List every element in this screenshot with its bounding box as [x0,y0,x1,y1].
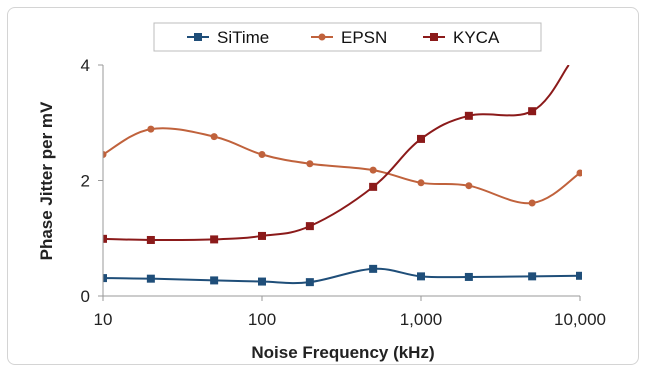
tick-layer: 10 100 1,000 10,000 0 2 4 [81,56,606,329]
data-point-sitime [528,272,537,281]
series-kyca [103,65,570,244]
data-point-kyca [369,182,378,191]
legend-label-epsn: EPSN [341,28,387,47]
series-line-kyca [103,65,570,242]
data-point-epsn [258,151,266,159]
data-point-kyca [305,222,314,231]
data-point-sitime [258,277,266,286]
y-tick-label: 4 [81,56,90,75]
data-point-kyca [464,111,473,120]
legend-label-kyca: KYCA [453,28,500,47]
series-line-sitime [103,267,581,285]
data-point-sitime [146,274,155,283]
y-axis-title: Phase Jitter per mV [37,101,56,260]
series-layer [103,65,582,287]
data-point-epsn [103,151,107,159]
data-point-sitime [417,272,425,281]
data-point-kyca [103,234,107,243]
legend-box [153,22,542,52]
legend-marker-kyca [430,33,438,41]
legend-marker-sitime [194,33,202,41]
data-point-sitime [576,271,582,280]
y-tick-label: 2 [81,172,90,191]
chart-frame [7,7,639,365]
series-sitime [103,264,582,287]
data-point-epsn [576,169,582,177]
data-point-sitime [305,278,314,287]
data-point-epsn [147,125,155,133]
series-line-epsn [103,127,581,205]
data-point-epsn [528,199,536,207]
data-point-epsn [369,166,377,174]
x-axis-title: Noise Frequency (kHz) [251,343,434,362]
data-point-epsn [210,133,218,141]
y-tick-label: 0 [81,287,90,306]
series-epsn [103,125,582,207]
data-point-kyca [258,231,266,240]
data-point-epsn [465,182,473,190]
x-tick-label: 10,000 [554,310,606,329]
data-point-epsn [306,160,314,168]
data-point-sitime [464,272,473,281]
data-point-kyca [528,107,537,116]
data-point-sitime [369,264,378,273]
data-point-kyca [146,235,155,244]
data-point-epsn [417,179,425,187]
data-point-kyca [417,134,425,143]
data-point-kyca [210,235,219,244]
data-point-sitime [103,274,107,283]
x-tick-label: 10 [94,310,113,329]
data-point-sitime [210,276,219,285]
legend: SiTime EPSN KYCA [187,28,500,47]
legend-marker-epsn [318,33,326,41]
legend-label-sitime: SiTime [217,28,269,47]
x-tick-label: 1,000 [400,310,443,329]
x-tick-label: 100 [248,310,276,329]
